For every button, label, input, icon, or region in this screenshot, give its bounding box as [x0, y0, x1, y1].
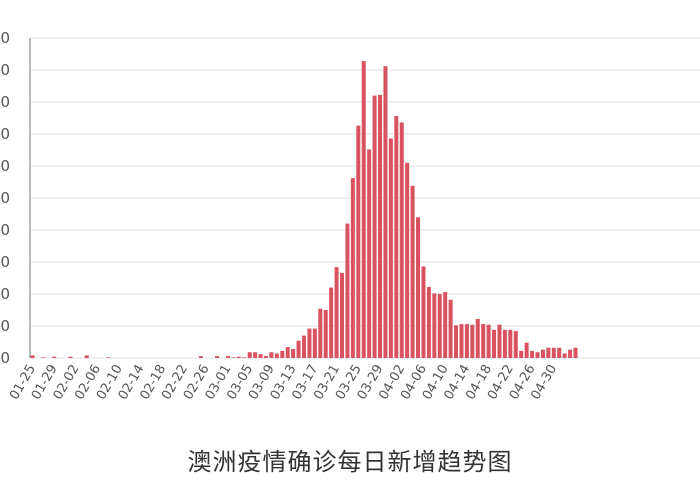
bar-03-23 [345, 223, 350, 358]
bar-04-21 [502, 329, 507, 358]
bars [30, 61, 578, 359]
bar-04-13 [459, 324, 464, 358]
bar-03-03 [236, 356, 241, 358]
y-tick-label: 400 [0, 93, 10, 111]
bar-03-22 [340, 272, 345, 358]
bar-02-08 [106, 357, 111, 358]
bar-03-27 [367, 149, 372, 358]
bar-03-17 [312, 328, 317, 358]
bar-04-15 [470, 324, 475, 358]
bar-01-27 [41, 357, 46, 358]
bar-03-21 [334, 267, 339, 358]
y-tick-label: 200 [0, 221, 10, 239]
bar-01-29 [52, 356, 57, 358]
bar-03-08 [263, 356, 268, 358]
bar-04-08 [432, 293, 437, 358]
bar-03-26 [361, 61, 366, 358]
bar-03-30 [383, 66, 388, 358]
bar-04-05 [416, 217, 421, 358]
chart-title: 澳洲疫情确诊每日新增趋势图 [187, 448, 513, 476]
bar-04-10 [443, 292, 448, 358]
bar-04-18 [486, 324, 491, 358]
bar-03-11 [280, 350, 285, 358]
bar-03-16 [307, 328, 312, 358]
bar-04-09 [437, 294, 442, 358]
bar-03-24 [350, 178, 355, 358]
bar-02-25 [198, 356, 203, 358]
bar-04-11 [448, 299, 453, 358]
bar-04-28 [540, 349, 545, 358]
bar-03-05 [247, 352, 252, 358]
bar-05-01 [557, 347, 562, 358]
y-tick-labels: 0 50 100 150 200 250 300 350 400 450 500 [0, 29, 10, 367]
y-tick-label: 500 [0, 29, 10, 47]
bar-03-04 [242, 357, 247, 358]
bar-04-27 [535, 352, 540, 358]
bar-03-02 [231, 357, 236, 358]
bar-04-22 [508, 329, 513, 358]
bar-02-01 [68, 356, 73, 358]
bar-04-03 [405, 162, 410, 358]
bar-03-10 [274, 353, 279, 358]
bar-02-28 [215, 356, 220, 358]
bar-03-07 [258, 354, 263, 358]
y-tick-label: 350 [0, 125, 10, 143]
bar-04-29 [546, 347, 551, 358]
y-tick-label: 250 [0, 189, 10, 207]
bar-04-26 [530, 350, 535, 358]
bar-03-12 [285, 347, 290, 358]
y-tick-label: 450 [0, 61, 10, 79]
bar-03-01 [225, 356, 230, 358]
bar-03-15 [302, 335, 306, 358]
bar-03-13 [291, 349, 296, 358]
bar-04-14 [464, 324, 469, 358]
bar-04-23 [513, 331, 518, 358]
bar-chart: 0 50 100 150 200 250 300 350 400 450 500 01-2501-2… [0, 29, 700, 402]
bar-02-04 [84, 355, 89, 358]
bar-04-01 [394, 116, 399, 358]
bar-03-19 [323, 310, 328, 358]
bar-04-16 [475, 318, 480, 358]
bar-undefined [568, 349, 573, 358]
bar-04-17 [481, 324, 486, 358]
y-tick-label: 50 [0, 317, 10, 335]
bar-04-07 [426, 286, 431, 358]
x-tick-labels: 01-2501-2902-0202-0602-1002-1402-1802-22… [7, 362, 560, 402]
bar-03-18 [318, 308, 323, 358]
bar-04-20 [497, 324, 502, 358]
bar-04-04 [410, 185, 415, 358]
bar-03-20 [329, 287, 334, 358]
bar-04-12 [454, 325, 459, 358]
y-tick-label: 0 [0, 349, 10, 367]
bar-04-19 [492, 329, 497, 358]
bar-04-24 [519, 350, 524, 358]
bar-undefined [573, 347, 578, 358]
y-tick-label: 300 [0, 157, 10, 175]
bar-03-25 [356, 125, 361, 359]
bar-01-25 [30, 355, 35, 358]
bar-03-31 [388, 138, 393, 358]
y-tick-label: 100 [0, 285, 10, 303]
bar-03-14 [296, 340, 301, 358]
bar-04-25 [524, 342, 529, 358]
bar-04-02 [399, 122, 404, 358]
bar-03-09 [269, 352, 274, 358]
y-tick-label: 150 [0, 253, 10, 271]
bar-03-29 [378, 94, 383, 359]
bar-04-06 [421, 266, 426, 358]
bar-03-06 [253, 352, 258, 358]
bar-undefined [562, 353, 567, 358]
bar-04-30 [551, 347, 556, 358]
bar-03-28 [372, 95, 377, 358]
